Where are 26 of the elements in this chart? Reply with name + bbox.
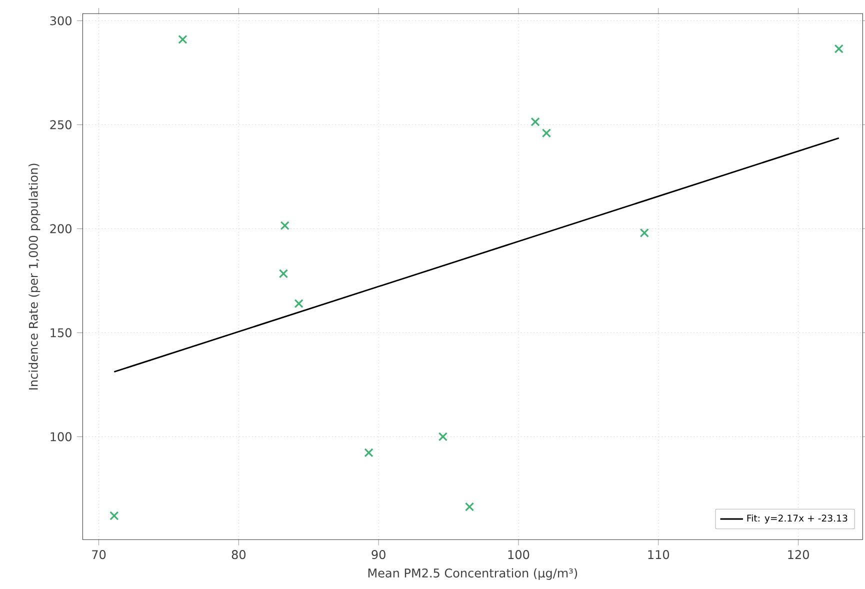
- point: [280, 221, 290, 230]
- point: [178, 34, 188, 44]
- x-tick-label: 100: [508, 550, 530, 560]
- point: [542, 128, 552, 138]
- point: [464, 502, 474, 512]
- point: [530, 117, 540, 126]
- point: [834, 44, 844, 54]
- point: [294, 299, 304, 308]
- y-tick-label: 200: [50, 224, 72, 234]
- x-tick-label: 80: [232, 550, 246, 560]
- legend-label: Fit: y=2.17x + -23.13: [747, 514, 848, 524]
- x-tick-label: 90: [372, 550, 386, 560]
- x-tick-label: 110: [648, 550, 670, 560]
- x-axis-title: Mean PM2.5 Concentration (µg/m³): [368, 568, 578, 580]
- y-tick-label: 150: [50, 328, 72, 338]
- point: [278, 269, 288, 278]
- y-tick-label: 250: [50, 120, 72, 130]
- point: [110, 511, 119, 520]
- point: [364, 448, 374, 458]
- y-tick-label: 100: [50, 432, 72, 442]
- point: [640, 228, 649, 238]
- y-tick-label: 300: [50, 16, 72, 26]
- y-axis-title: Incidence Rate (per 1,000 population): [28, 164, 40, 390]
- point: [438, 432, 448, 442]
- x-tick-label: 120: [788, 550, 809, 560]
- x-tick-label: 70: [92, 550, 106, 560]
